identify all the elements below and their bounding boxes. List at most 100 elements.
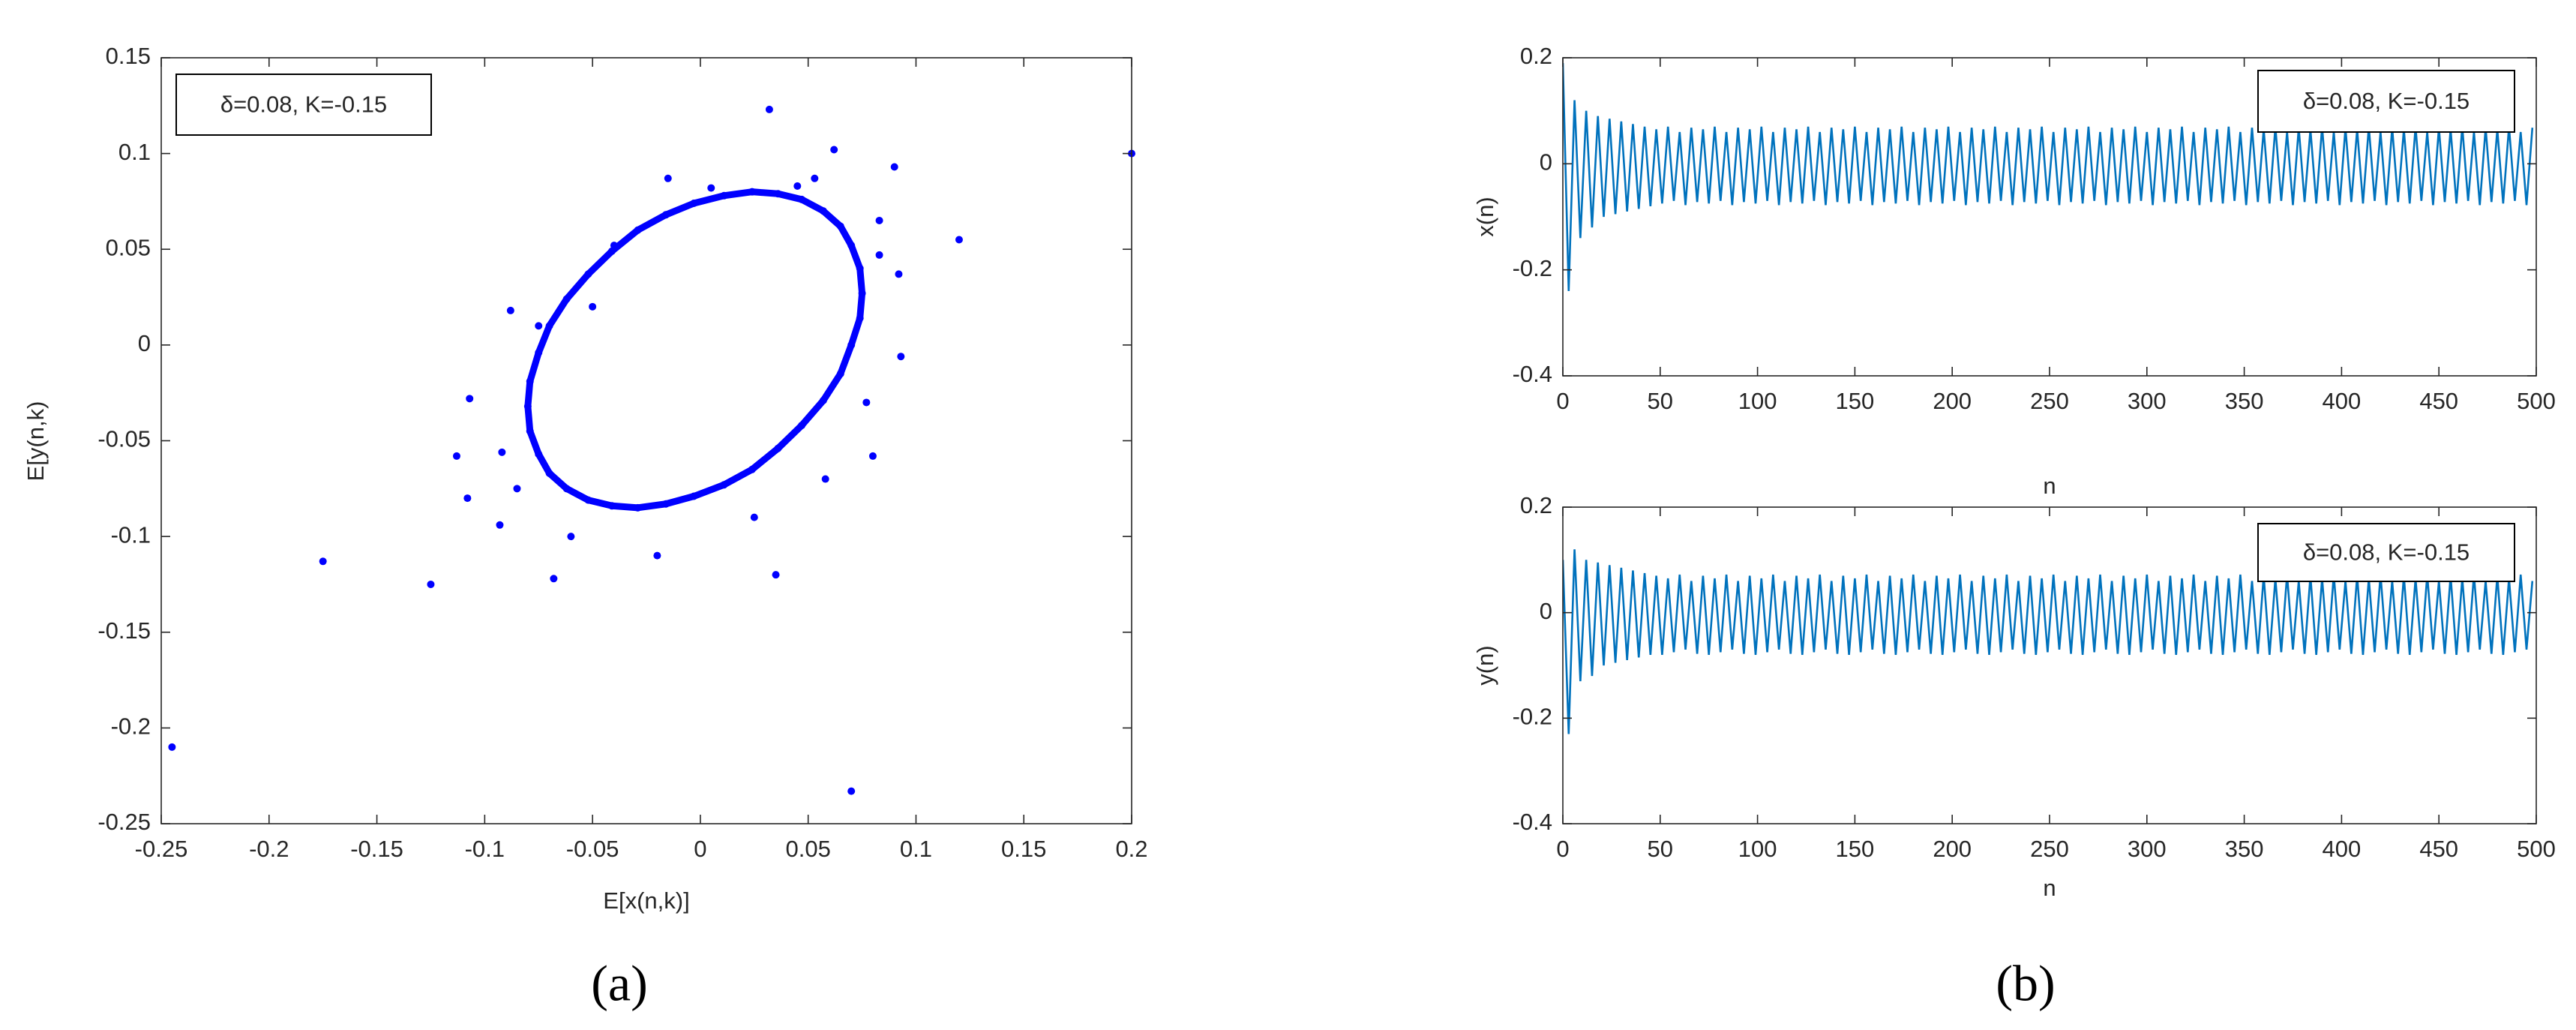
point — [774, 444, 782, 452]
point — [513, 485, 521, 493]
point — [466, 395, 474, 403]
x-tick-label: 350 — [2225, 388, 2264, 414]
point — [875, 216, 883, 224]
point — [607, 247, 616, 255]
y-tick-label: 0 — [1540, 149, 1552, 176]
point — [463, 494, 472, 503]
point — [748, 465, 756, 473]
point — [523, 402, 532, 410]
point — [819, 396, 827, 404]
x-tick-label: 500 — [2517, 836, 2556, 862]
y-tick-label: 0 — [138, 330, 151, 356]
point — [168, 743, 176, 751]
x-tick-label: 200 — [1933, 388, 1972, 414]
x-tick-label: -0.05 — [566, 836, 619, 862]
point — [653, 551, 661, 560]
point — [661, 500, 670, 508]
point — [895, 270, 903, 278]
point — [664, 174, 672, 182]
point — [567, 533, 575, 541]
x-tick-label: 0.1 — [900, 836, 932, 862]
y-tick-label: -0.15 — [97, 617, 151, 644]
x-tick-label: 0 — [1556, 388, 1569, 414]
point — [821, 475, 829, 483]
y-tick-label: -0.4 — [1513, 361, 1552, 387]
x-tick-label: 400 — [2323, 388, 2362, 414]
point — [847, 787, 856, 795]
point — [545, 322, 553, 330]
point — [819, 207, 827, 215]
point — [452, 452, 460, 460]
point — [798, 422, 806, 430]
point — [836, 222, 844, 230]
annotation: δ=0.08, K=-0.15 — [2303, 88, 2470, 114]
panel-label: (b) — [1996, 955, 2055, 1012]
line — [1563, 63, 2534, 291]
y-tick-label: -0.4 — [1513, 809, 1552, 835]
point — [707, 184, 715, 192]
point — [897, 353, 905, 361]
point — [610, 242, 618, 250]
x-tick-label: 150 — [1836, 388, 1875, 414]
annotation-box — [175, 74, 432, 136]
point — [634, 226, 642, 234]
x-tick-label: 250 — [2030, 388, 2069, 414]
point — [862, 398, 871, 407]
point — [772, 571, 780, 579]
x-axis-label: n — [2043, 473, 2056, 499]
point — [798, 195, 806, 203]
point — [750, 513, 758, 521]
y-tick-label: -0.2 — [1513, 255, 1552, 281]
annotation-box — [2257, 523, 2515, 582]
point — [634, 503, 642, 512]
point — [498, 448, 506, 456]
point — [319, 557, 327, 566]
point — [506, 306, 514, 314]
panel-label: (a) — [591, 955, 647, 1012]
point — [584, 496, 592, 504]
point — [584, 270, 592, 278]
point — [535, 349, 543, 357]
y-tick-label: 0.15 — [106, 43, 151, 69]
point — [690, 199, 698, 207]
x-tick-label: 150 — [1836, 836, 1875, 862]
x-tick-label: -0.25 — [135, 836, 188, 862]
point — [720, 191, 728, 200]
y-tick-label: 0.05 — [106, 234, 151, 260]
x-tick-label: 500 — [2517, 388, 2556, 414]
point — [748, 188, 756, 196]
y-tick-label: -0.25 — [97, 809, 151, 835]
plot-area — [161, 58, 1132, 824]
x-tick-label: 450 — [2419, 836, 2458, 862]
y-tick-label: 0.1 — [118, 139, 151, 165]
x-tick-label: 450 — [2419, 388, 2458, 414]
y-axis-label: E[y(n,k) — [22, 401, 49, 482]
point — [720, 481, 728, 489]
x-tick-label: 100 — [1738, 836, 1777, 862]
x-tick-label: 100 — [1738, 388, 1777, 414]
y-tick-label: 0.2 — [1520, 43, 1552, 69]
point — [847, 341, 856, 349]
point — [875, 251, 883, 259]
point — [856, 264, 864, 272]
point — [868, 452, 877, 460]
point — [607, 502, 616, 510]
point — [765, 105, 773, 113]
point — [589, 302, 597, 311]
point — [856, 314, 864, 323]
point — [690, 492, 698, 500]
x-tick-label: 400 — [2323, 836, 2362, 862]
y-tick-label: -0.05 — [97, 426, 151, 452]
x-tick-label: -0.1 — [465, 836, 505, 862]
y-axis-label: y(n) — [1472, 645, 1498, 685]
y-tick-label: -0.2 — [1513, 704, 1552, 730]
x-axis-label: n — [2043, 875, 2056, 901]
x-tick-label: -0.2 — [249, 836, 289, 862]
y-axis-label: x(n) — [1472, 197, 1498, 236]
point — [955, 236, 963, 244]
y-tick-label: 0.2 — [1520, 492, 1552, 518]
point — [545, 469, 553, 477]
point — [562, 485, 571, 493]
annotation: δ=0.08, K=-0.15 — [2303, 539, 2470, 566]
point — [811, 174, 819, 182]
